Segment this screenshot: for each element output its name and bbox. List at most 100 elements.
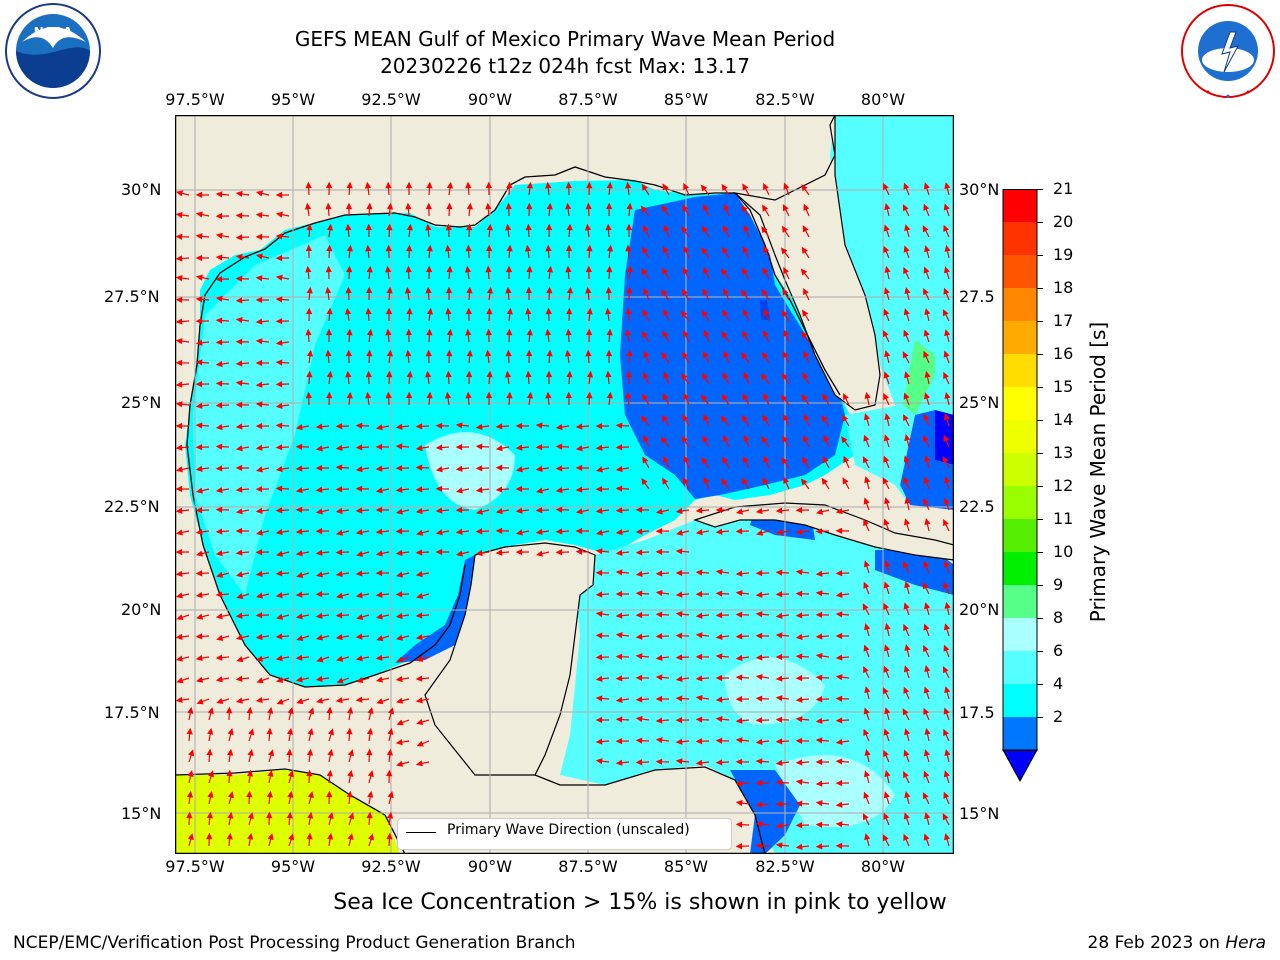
wave-arrow bbox=[735, 654, 750, 662]
wave-arrow bbox=[695, 759, 710, 766]
colorbar-tick-mark bbox=[1037, 585, 1043, 586]
wave-arrow bbox=[207, 727, 214, 742]
wave-arrow bbox=[735, 758, 750, 766]
wave-arrow bbox=[235, 360, 250, 367]
wave-arrow bbox=[395, 465, 410, 472]
wave-arrow bbox=[215, 232, 230, 239]
colorbar-tick-label: 16 bbox=[1053, 344, 1074, 363]
wave-arrow bbox=[635, 715, 650, 723]
wave-arrow bbox=[235, 423, 250, 430]
wave-arrow bbox=[663, 308, 670, 322]
wave-arrow bbox=[595, 422, 610, 430]
wave-arrow bbox=[306, 349, 314, 364]
wave-arrow bbox=[486, 307, 493, 322]
lon-tick-bottom-6: 85°W bbox=[663, 857, 709, 876]
wave-arrow bbox=[545, 370, 553, 384]
wave-arrow bbox=[624, 328, 632, 343]
wave-arrow bbox=[841, 436, 850, 448]
wave-arrow bbox=[923, 203, 930, 217]
wave-arrow bbox=[346, 244, 353, 259]
wave-arrow bbox=[425, 370, 432, 385]
wave-arrow bbox=[325, 202, 332, 217]
wave-arrow bbox=[395, 549, 410, 557]
wave-arrow bbox=[235, 190, 250, 198]
wave-arrow bbox=[355, 422, 370, 429]
wave-arrow bbox=[595, 507, 610, 514]
wave-arrow bbox=[883, 728, 890, 742]
wave-arrow bbox=[815, 611, 830, 619]
wave-arrow bbox=[306, 286, 313, 301]
wave-arrow bbox=[795, 674, 810, 682]
wave-arrow bbox=[585, 328, 593, 343]
wave-arrow bbox=[445, 286, 453, 300]
wave-arrow bbox=[175, 548, 190, 556]
wave-arrow bbox=[315, 571, 330, 578]
wave-arrow bbox=[903, 770, 910, 784]
wave-arrow bbox=[741, 352, 750, 364]
wave-arrow bbox=[287, 790, 294, 805]
wave-arrow bbox=[275, 655, 290, 662]
wave-arrow bbox=[307, 811, 314, 826]
wave-arrow bbox=[215, 654, 230, 661]
wave-arrow bbox=[676, 529, 690, 536]
wave-arrow bbox=[255, 422, 270, 430]
wave-arrow bbox=[615, 528, 630, 536]
wave-arrow bbox=[255, 486, 270, 493]
wave-arrow bbox=[720, 268, 730, 280]
wave-arrow bbox=[246, 769, 254, 784]
wave-arrow bbox=[864, 686, 871, 700]
wave-arrow bbox=[335, 549, 350, 556]
wave-arrow bbox=[485, 181, 493, 196]
wave-arrow bbox=[742, 246, 750, 259]
wave-arrow bbox=[375, 443, 390, 451]
wave-arrow bbox=[256, 677, 270, 684]
wave-arrow bbox=[923, 686, 930, 700]
map-gridlines bbox=[175, 115, 954, 854]
wave-arrow bbox=[735, 590, 750, 597]
wave-arrow bbox=[195, 254, 210, 262]
wave-arrow bbox=[655, 570, 670, 577]
wave-arrow bbox=[515, 548, 530, 556]
wave-arrow bbox=[525, 349, 533, 364]
lat-tick-right-5: 20°N bbox=[959, 600, 1000, 619]
wave-arrow bbox=[475, 549, 490, 557]
wave-arrow bbox=[715, 759, 730, 766]
wave-arrow bbox=[175, 466, 190, 473]
wave-arrow bbox=[304, 202, 312, 217]
wave-arrow bbox=[235, 527, 250, 535]
wave-arrow bbox=[465, 307, 473, 322]
wave-arrow bbox=[922, 225, 930, 238]
wave-arrow bbox=[335, 423, 350, 430]
wave-arrow bbox=[336, 592, 350, 599]
wave-arrow bbox=[545, 244, 552, 259]
wave-arrow bbox=[903, 602, 910, 616]
wave-arrow bbox=[275, 381, 290, 388]
wave-arrow bbox=[287, 770, 294, 784]
wave-arrow bbox=[884, 265, 891, 280]
wave-arrow bbox=[335, 464, 350, 471]
wave-arrow bbox=[695, 569, 710, 576]
wave-arrow bbox=[943, 434, 950, 448]
wave-arrow bbox=[235, 508, 250, 515]
wave-arrow bbox=[326, 307, 333, 322]
wave-arrow bbox=[195, 465, 210, 472]
wave-arrow bbox=[175, 485, 190, 493]
wave-arrow bbox=[723, 350, 730, 364]
colorbar-cell bbox=[1003, 354, 1037, 388]
wave-arrow bbox=[215, 191, 230, 198]
wave-arrow bbox=[695, 675, 710, 682]
lat-tick-right-2: 27.5 bbox=[959, 287, 995, 306]
wave-arrow bbox=[445, 244, 452, 259]
wave-arrow bbox=[545, 181, 552, 196]
wave-arrow bbox=[406, 307, 413, 322]
wave-arrow bbox=[235, 297, 250, 304]
wave-arrow bbox=[795, 528, 810, 535]
colorbar-cell bbox=[1003, 387, 1037, 421]
wave-arrow bbox=[883, 749, 890, 763]
wave-arrow bbox=[944, 686, 951, 700]
wave-arrow bbox=[325, 328, 333, 342]
wave-arrow bbox=[763, 308, 770, 322]
wave-arrow bbox=[275, 296, 290, 303]
legend-line-sample bbox=[406, 832, 436, 833]
wave-arrow bbox=[923, 182, 930, 196]
